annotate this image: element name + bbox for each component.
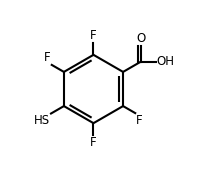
Text: F: F [90, 29, 97, 42]
Text: OH: OH [157, 55, 175, 68]
Text: F: F [90, 136, 97, 149]
Text: HS: HS [34, 114, 50, 127]
Text: F: F [136, 114, 143, 127]
Text: F: F [44, 51, 51, 64]
Text: O: O [136, 32, 145, 45]
